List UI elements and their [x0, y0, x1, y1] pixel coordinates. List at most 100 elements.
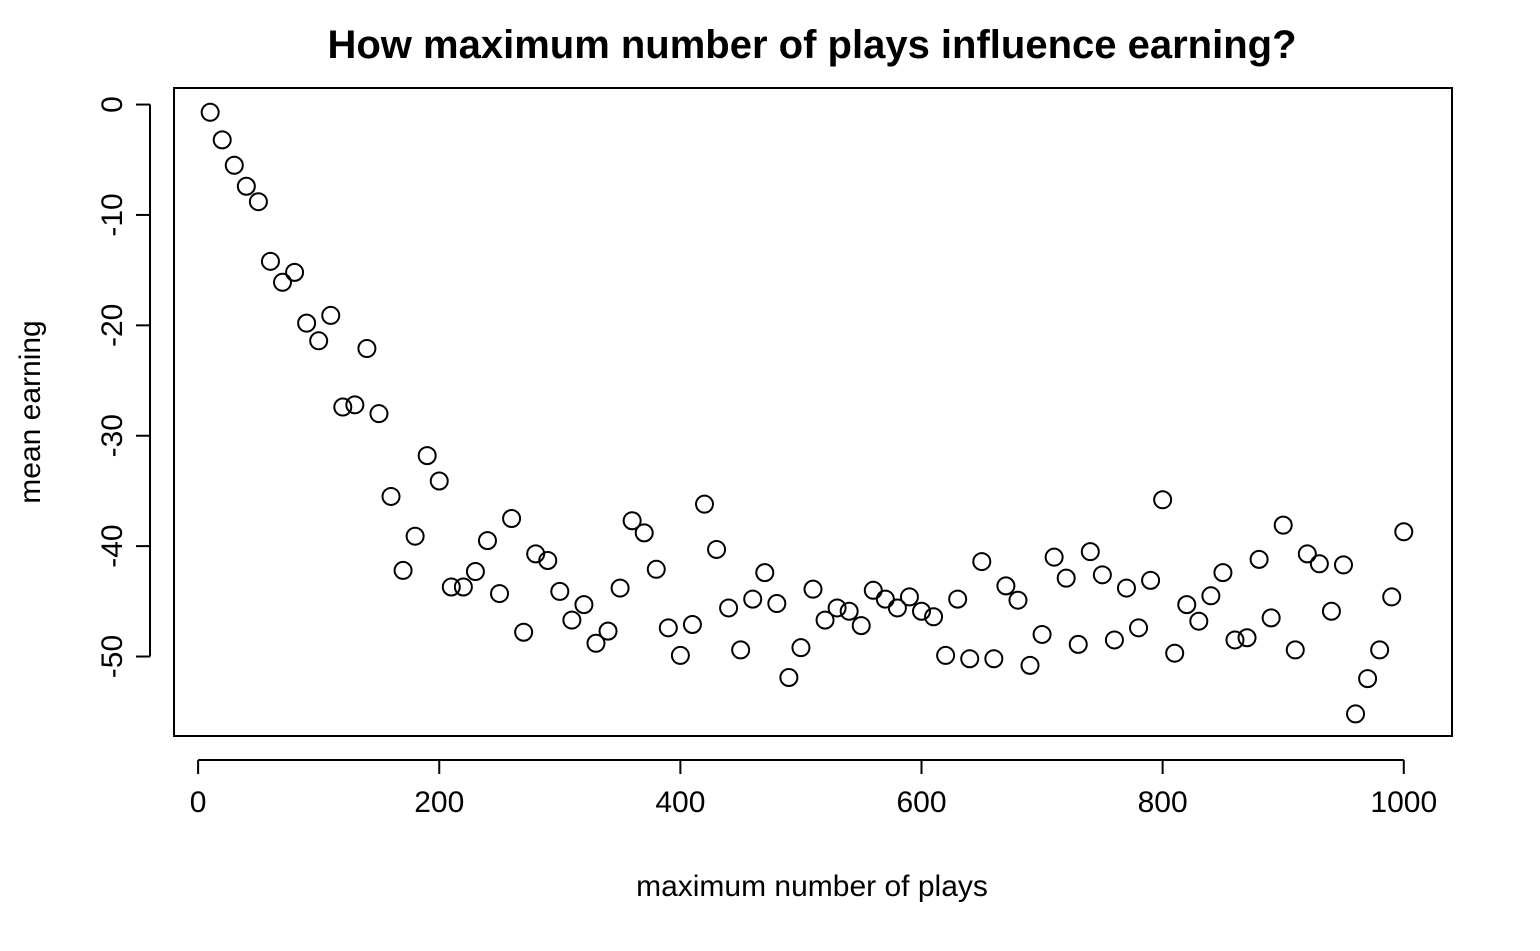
data-point	[417, 446, 437, 466]
data-point	[490, 584, 510, 604]
data-point	[719, 598, 739, 618]
data-point	[960, 649, 980, 669]
data-point	[562, 610, 582, 630]
data-point	[646, 559, 666, 579]
data-point	[887, 598, 907, 618]
data-point	[429, 471, 449, 491]
data-point	[743, 589, 763, 609]
data-point	[1092, 565, 1112, 585]
x-tick-label: 200	[414, 786, 464, 819]
data-point	[1333, 555, 1353, 575]
data-point	[827, 598, 847, 618]
data-point	[936, 645, 956, 665]
x-axis: 0 200 400 600 800 1000	[190, 759, 1437, 819]
y-tick-label: -50	[96, 635, 129, 678]
data-point	[550, 581, 570, 601]
data-point	[610, 578, 630, 598]
data-point	[1237, 628, 1257, 648]
data-point	[1321, 601, 1341, 621]
data-point	[682, 615, 702, 635]
data-point	[1225, 630, 1245, 650]
data-point	[1213, 563, 1233, 583]
data-point	[924, 607, 944, 627]
data-point	[526, 544, 546, 564]
data-point	[236, 176, 256, 196]
data-point	[586, 633, 606, 653]
data-point	[707, 539, 727, 559]
data-point	[1346, 704, 1366, 724]
chart-title: How maximum number of plays influence ea…	[327, 23, 1296, 67]
data-point	[1273, 515, 1293, 535]
data-point	[984, 649, 1004, 669]
data-point	[285, 262, 305, 282]
data-point	[441, 577, 461, 597]
data-point	[755, 563, 775, 583]
x-axis-label: maximum number of plays	[636, 870, 988, 903]
data-point	[694, 494, 714, 514]
data-point	[273, 272, 293, 292]
data-point	[912, 601, 932, 621]
y-tick-label: -40	[96, 524, 129, 567]
data-point	[1020, 655, 1040, 675]
data-point	[863, 580, 883, 600]
data-point	[345, 395, 365, 415]
data-point	[321, 305, 341, 325]
data-point	[996, 576, 1016, 596]
data-point	[1153, 490, 1173, 510]
data-point	[1370, 640, 1390, 660]
data-point	[1285, 640, 1305, 660]
y-axis-label: mean earning	[14, 320, 47, 503]
data-point	[1080, 542, 1100, 562]
data-point	[538, 550, 558, 570]
data-point	[1177, 595, 1197, 615]
data-point	[1358, 669, 1378, 689]
y-tick-label: -10	[96, 193, 129, 236]
data-point	[875, 589, 895, 609]
data-point	[381, 486, 401, 506]
data-point	[972, 552, 992, 572]
y-tick-label: -20	[96, 304, 129, 347]
data-point	[779, 667, 799, 687]
data-point	[803, 579, 823, 599]
data-point	[309, 331, 329, 351]
data-point	[248, 192, 268, 212]
data-point	[634, 523, 654, 543]
y-tick-label: -30	[96, 414, 129, 457]
data-points	[200, 102, 1414, 724]
x-tick-label: 1000	[1370, 786, 1437, 819]
data-point	[1032, 624, 1052, 644]
data-point	[393, 560, 413, 580]
x-tick-label: 800	[1138, 786, 1188, 819]
data-point	[658, 618, 678, 638]
data-point	[514, 622, 534, 642]
data-point	[224, 155, 244, 175]
data-point	[670, 645, 690, 665]
data-point	[1104, 630, 1124, 650]
data-point	[200, 102, 220, 122]
data-point	[357, 339, 377, 359]
data-point	[1008, 590, 1028, 610]
data-point	[1116, 578, 1136, 598]
x-tick-label: 400	[655, 786, 705, 819]
y-tick-label: 0	[96, 96, 129, 113]
data-point	[815, 610, 835, 630]
data-point	[1165, 643, 1185, 663]
x-tick-label: 0	[190, 786, 207, 819]
data-point	[212, 130, 232, 150]
data-point	[851, 616, 871, 636]
data-point	[574, 595, 594, 615]
data-point	[1261, 608, 1281, 628]
data-point	[453, 577, 473, 597]
data-point	[477, 531, 497, 551]
data-point	[502, 509, 522, 529]
y-axis: 0 -10 -20 -30 -40 -50	[96, 96, 151, 678]
data-point	[297, 313, 317, 333]
data-point	[899, 587, 919, 607]
data-point	[767, 594, 787, 614]
data-point	[465, 562, 485, 582]
data-point	[333, 397, 353, 417]
plot-area-frame	[173, 87, 1453, 737]
x-tick-label: 600	[896, 786, 946, 819]
data-point	[1189, 611, 1209, 631]
